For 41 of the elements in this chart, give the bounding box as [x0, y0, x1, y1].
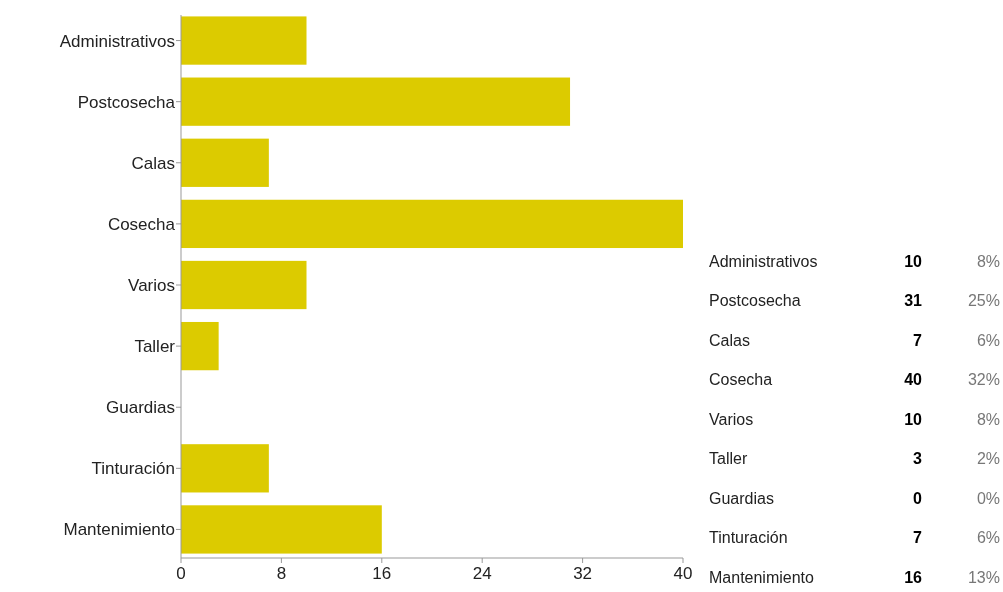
- x-tick-label: 32: [573, 564, 593, 583]
- text: 8%: [976, 410, 1000, 428]
- y-tick-label: Varios: [128, 275, 175, 295]
- category-label: Guardias: [709, 489, 774, 507]
- y-tick-label: Cosecha: [107, 214, 176, 234]
- text: 7: [913, 331, 923, 349]
- text: 7: [913, 529, 923, 547]
- text: 8%: [976, 252, 1000, 270]
- y-tick-label: Taller: [134, 337, 176, 357]
- text: 13%: [967, 568, 1000, 586]
- text: 10: [904, 252, 923, 270]
- x-tick-label: 40: [673, 564, 693, 583]
- category-label: Tinturación: [709, 529, 788, 547]
- x-tick-label: 8: [276, 564, 287, 583]
- text: 32%: [967, 371, 1000, 389]
- x-tick-label: 16: [372, 564, 392, 583]
- x-tick-label: 0: [176, 564, 186, 583]
- text: 40: [904, 371, 923, 389]
- text: 10: [904, 410, 923, 428]
- category-label: Cosecha: [709, 371, 773, 389]
- text: 0%: [976, 489, 1000, 507]
- category-label: Taller: [709, 450, 748, 468]
- y-tick-label: Calas: [131, 153, 175, 173]
- text: 3: [913, 450, 923, 468]
- category-label: Varios: [709, 410, 754, 428]
- y-tick-label: Tinturación: [91, 459, 175, 479]
- y-tick-label: Mantenimiento: [63, 520, 175, 540]
- y-tick-label: Postcosecha: [77, 92, 176, 112]
- text: 25%: [967, 292, 1000, 310]
- text: 6%: [976, 529, 1000, 547]
- y-tick-label: Administrativos: [59, 31, 175, 51]
- category-label: Administrativos: [709, 252, 818, 270]
- x-tick-label: 24: [472, 564, 492, 583]
- category-label: Mantenimiento: [709, 568, 814, 586]
- text: 0: [913, 489, 923, 507]
- category-label: Calas: [709, 331, 750, 349]
- text: 2%: [976, 450, 1000, 468]
- category-label: Postcosecha: [709, 292, 801, 310]
- text: 6%: [976, 331, 1000, 349]
- text: 31: [904, 292, 923, 310]
- y-tick-label: Guardias: [106, 398, 175, 418]
